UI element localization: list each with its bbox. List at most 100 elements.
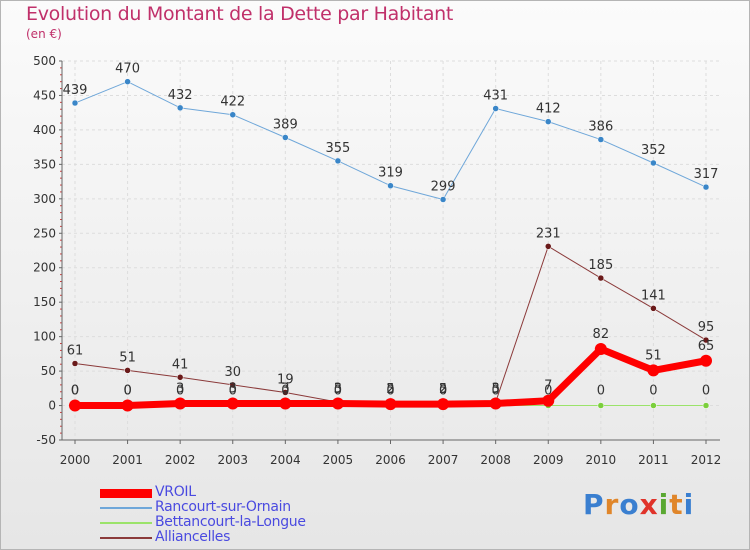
data-point-rancourt-sur-ornain <box>334 157 342 165</box>
data-label-alliancelles: 41 <box>172 357 189 372</box>
legend-swatch <box>100 537 152 539</box>
data-point-vroil <box>489 397 502 410</box>
data-point-rancourt-sur-ornain <box>545 118 552 125</box>
y-tick-label: 100 <box>33 330 56 344</box>
data-label-rancourt-sur-ornain: 422 <box>220 95 245 110</box>
y-tick-label: 500 <box>33 54 56 68</box>
legend-swatch <box>100 488 152 498</box>
data-point-alliancelles <box>545 243 552 250</box>
data-label-vroil: 3 <box>176 381 184 396</box>
data-label-vroil: 2 <box>386 382 394 397</box>
data-label-bettancourt-la-longue: 0 <box>544 384 552 399</box>
data-point-vroil <box>594 343 607 356</box>
chart-title: Evolution du Montant de la Dette par Hab… <box>26 3 454 25</box>
data-label-bettancourt-la-longue: 0 <box>649 384 657 399</box>
data-label-alliancelles: 231 <box>536 226 561 241</box>
data-label-bettancourt-la-longue: 0 <box>702 384 710 399</box>
x-tick-label: 2011 <box>638 453 669 467</box>
data-label-rancourt-sur-ornain: 352 <box>641 143 666 158</box>
proxiti-logo: Proxiti <box>583 488 694 521</box>
data-label-bettancourt-la-longue: 0 <box>439 384 447 399</box>
data-point-alliancelles <box>229 381 236 389</box>
data-label-bettancourt-la-longue: 0 <box>123 384 131 399</box>
x-tick-label: 2000 <box>60 453 91 467</box>
data-label-vroil: 7 <box>544 379 552 394</box>
logo-letter: t <box>669 488 684 521</box>
data-label-vroil: 0 <box>123 384 131 399</box>
data-point-vroil <box>174 397 187 410</box>
data-label-rancourt-sur-ornain: 470 <box>115 62 140 77</box>
x-tick-label: 2004 <box>270 453 301 467</box>
data-point-rancourt-sur-ornain <box>387 182 394 189</box>
data-point-vroil <box>542 394 555 407</box>
data-point-rancourt-sur-ornain <box>71 99 79 107</box>
data-label-rancourt-sur-ornain: 389 <box>273 117 298 132</box>
data-label-vroil: 3 <box>492 381 500 396</box>
data-point-alliancelles <box>71 360 79 367</box>
data-label-alliancelles: 5 <box>386 382 394 397</box>
data-label-vroil: 2 <box>439 382 447 397</box>
logo-letter: x <box>639 488 659 521</box>
data-label-alliancelles: 61 <box>67 344 84 359</box>
legend-label: VROIL <box>155 484 196 500</box>
y-tick-label: 300 <box>33 192 56 206</box>
data-label-vroil: 3 <box>229 381 237 396</box>
data-point-vroil <box>384 398 397 411</box>
data-label-rancourt-sur-ornain: 432 <box>168 88 193 103</box>
data-label-alliancelles: 51 <box>119 350 136 365</box>
data-point-rancourt-sur-ornain <box>492 105 499 112</box>
data-point-alliancelles <box>124 367 131 374</box>
y-tick-label: 350 <box>33 157 56 171</box>
y-tick-label: 0 <box>48 399 56 413</box>
x-tick-label: 2001 <box>112 453 143 467</box>
unit-label: (en €) <box>26 27 62 41</box>
data-point-alliancelles <box>650 305 657 312</box>
x-tick-label: 2003 <box>217 453 248 467</box>
logo-letter: i <box>683 488 695 521</box>
data-point-alliancelles <box>702 336 710 344</box>
x-tick-label: 2007 <box>428 453 459 467</box>
data-label-vroil: 0 <box>71 384 79 399</box>
data-point-bettancourt-la-longue <box>702 402 710 409</box>
data-label-rancourt-sur-ornain: 317 <box>694 167 719 182</box>
data-point-rancourt-sur-ornain <box>176 104 184 112</box>
data-label-vroil: 3 <box>334 381 342 396</box>
data-label-rancourt-sur-ornain: 386 <box>588 120 613 135</box>
data-label-alliancelles: 30 <box>224 365 241 380</box>
data-label-bettancourt-la-longue: 0 <box>334 384 342 399</box>
data-label-vroil: 51 <box>645 348 662 363</box>
logo-letter: o <box>619 488 640 521</box>
data-label-vroil: 65 <box>698 339 715 354</box>
data-label-bettancourt-la-longue: 0 <box>229 384 237 399</box>
data-label-alliancelles: 185 <box>588 258 613 273</box>
data-point-vroil <box>700 354 712 367</box>
data-label-rancourt-sur-ornain: 431 <box>483 89 508 104</box>
data-label-alliancelles: 95 <box>698 320 715 335</box>
data-point-rancourt-sur-ornain <box>650 159 657 167</box>
x-tick-label: 2010 <box>586 453 617 467</box>
data-label-alliancelles: 5 <box>492 382 500 397</box>
data-label-rancourt-sur-ornain: 439 <box>63 83 88 98</box>
data-label-bettancourt-la-longue: 0 <box>71 384 79 399</box>
data-label-vroil: 82 <box>593 327 610 342</box>
data-label-bettancourt-la-longue: 0 <box>386 384 394 399</box>
data-point-rancourt-sur-ornain <box>229 111 236 118</box>
data-point-rancourt-sur-ornain <box>702 183 710 191</box>
data-point-alliancelles <box>176 374 184 381</box>
data-label-bettancourt-la-longue: 0 <box>176 384 184 399</box>
data-label-bettancourt-la-longue: 0 <box>281 384 289 399</box>
y-tick-label: -50 <box>36 433 56 447</box>
y-tick-label: 250 <box>33 226 56 240</box>
legend-swatch <box>100 522 152 524</box>
data-point-rancourt-sur-ornain <box>597 136 605 143</box>
logo-letter: P <box>583 488 605 521</box>
x-tick-label: 2006 <box>375 453 406 467</box>
data-point-rancourt-sur-ornain <box>124 78 131 85</box>
x-tick-label: 2012 <box>691 453 722 467</box>
data-label-rancourt-sur-ornain: 355 <box>326 141 351 156</box>
data-point-vroil <box>69 399 81 412</box>
data-label-alliancelles: 19 <box>277 372 294 387</box>
data-point-alliancelles <box>597 274 605 282</box>
